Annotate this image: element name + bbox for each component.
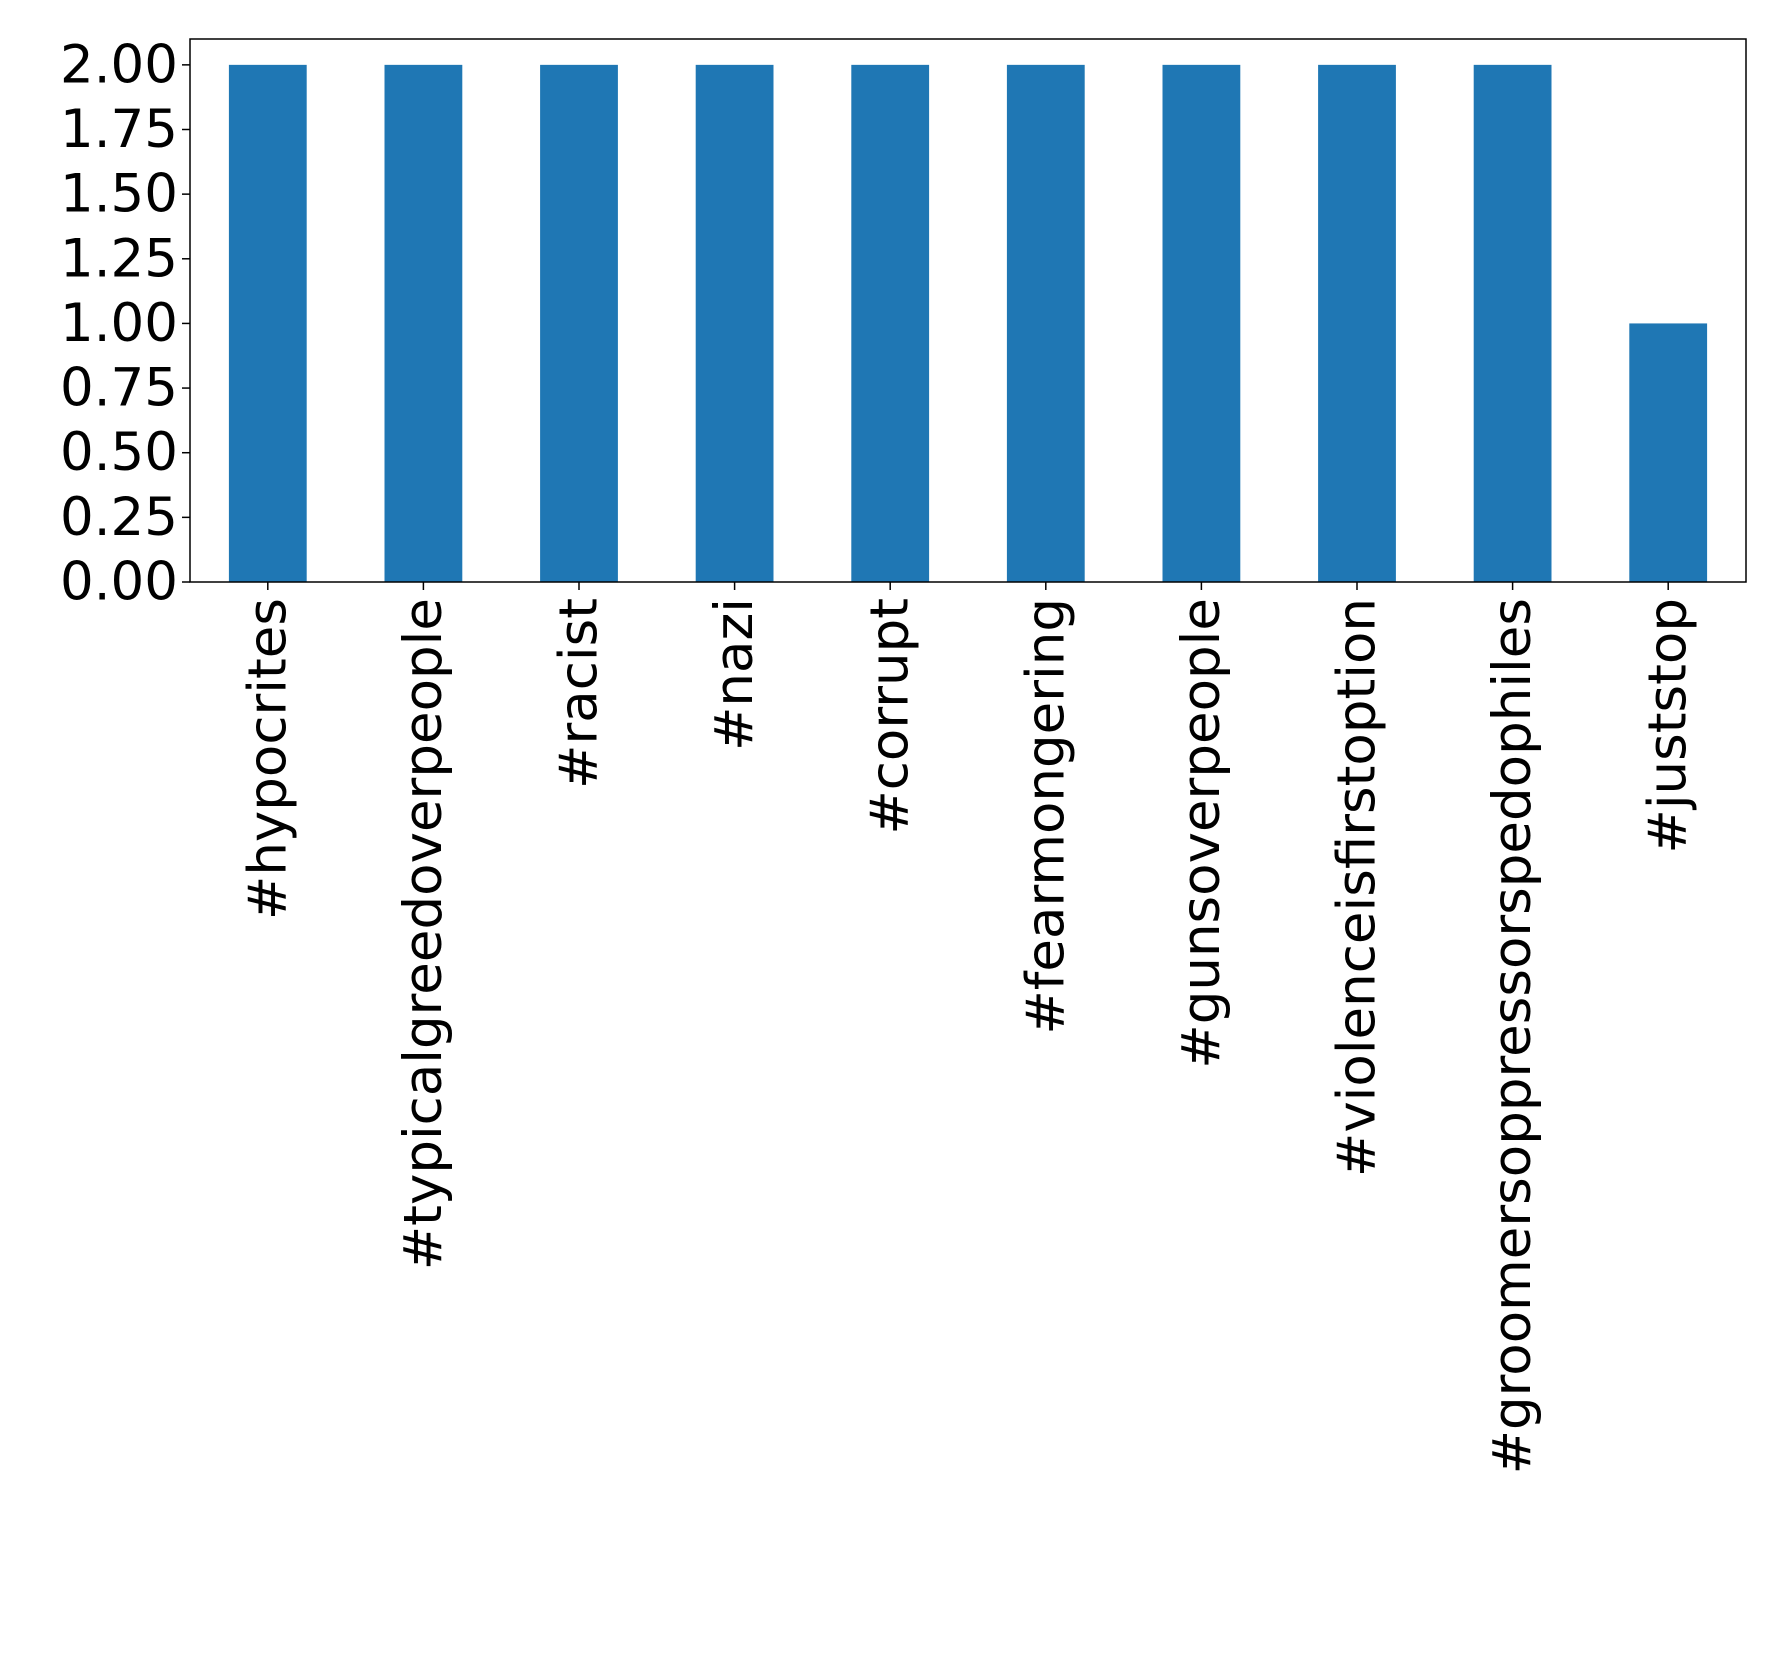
y-tick-label: 1.75 — [60, 99, 178, 160]
x-tick-label: #gunsoverpeople — [1171, 598, 1232, 1069]
bars-group — [228, 64, 1708, 583]
bar — [1006, 64, 1085, 583]
bar — [1629, 323, 1708, 582]
x-tick-label: #nazi — [704, 598, 765, 751]
x-axis: #hypocrites #typicalgreedoverpeople #racis… — [237, 582, 1699, 1474]
x-tick-label: #corrupt — [860, 598, 921, 835]
x-tick-label: #violenceisfirstoption — [1327, 598, 1388, 1177]
plot-frame — [189, 38, 1747, 583]
y-tick-label: 1.00 — [60, 293, 178, 354]
x-tick-label: #hypocrites — [237, 598, 298, 920]
bar — [540, 64, 618, 583]
bar — [384, 64, 463, 583]
bar — [1162, 64, 1241, 583]
y-tick-label: 0.00 — [60, 552, 178, 613]
y-tick-label: 0.75 — [60, 358, 178, 419]
y-tick-label: 2.00 — [60, 34, 178, 95]
y-axis: 0.000.250.500.751.001.251.501.752.00 — [60, 34, 190, 613]
x-tick-label: #racist — [549, 598, 610, 789]
y-tick-label: 1.50 — [60, 164, 178, 225]
y-tick-label: 0.50 — [60, 422, 178, 483]
x-tick-label: #groomersoppressorspedophiles — [1482, 598, 1543, 1474]
bar — [1318, 64, 1396, 583]
y-tick-label: 1.25 — [60, 228, 178, 289]
bar — [228, 64, 307, 583]
bar — [695, 64, 774, 583]
x-tick-label: #juststop — [1638, 598, 1699, 854]
bar — [1473, 64, 1552, 583]
y-tick-label: 0.25 — [60, 487, 178, 548]
x-tick-label: #typicalgreedoverpeople — [393, 598, 454, 1270]
x-tick-label: #fearmongering — [1015, 598, 1076, 1035]
bar — [851, 64, 930, 583]
